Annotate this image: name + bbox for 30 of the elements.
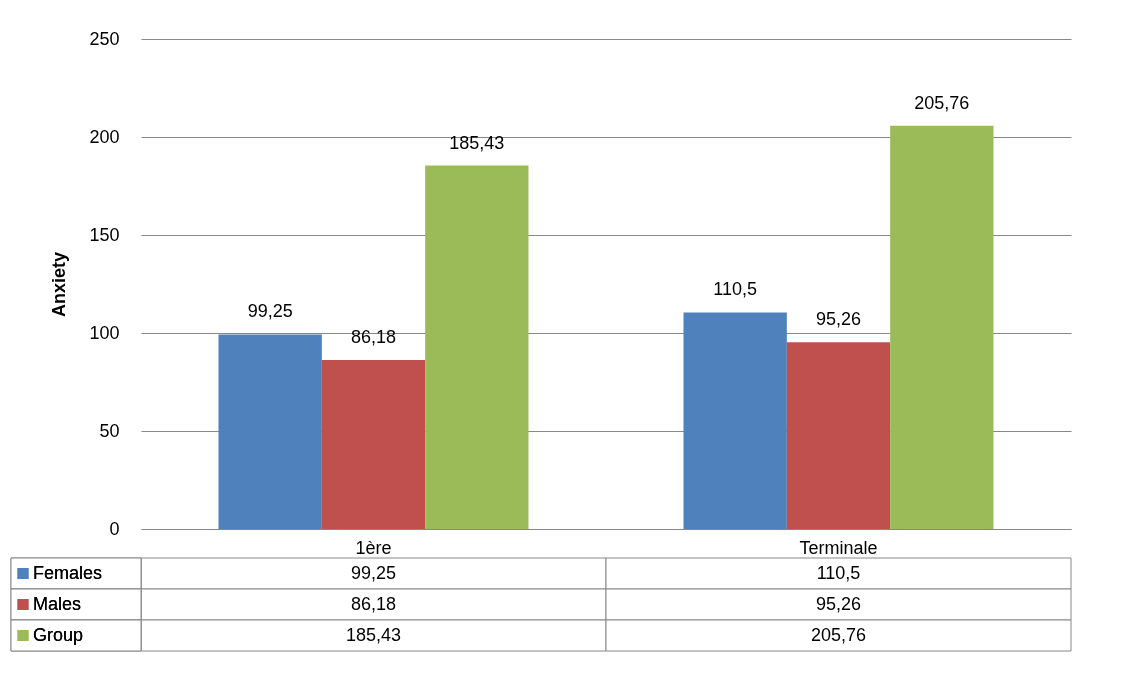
text: 95,26 — [815, 309, 862, 330]
bar — [786, 342, 891, 529]
bar — [218, 334, 322, 529]
bar — [890, 125, 994, 529]
data-label: 185,43 — [345, 624, 402, 645]
y-tick-label: 100 — [89, 322, 120, 343]
x-tick-label: 1ère — [355, 537, 392, 558]
data-label: 99,25 — [350, 562, 397, 583]
data-label: 86,18 — [350, 593, 397, 614]
y-tick-label: 250 — [89, 28, 120, 49]
x-tick-label: Terminale — [799, 537, 878, 558]
y-tick-label: 200 — [89, 126, 120, 147]
text: 205,76 — [914, 92, 970, 113]
legend-label: Group — [33, 624, 84, 645]
y-axis-title: Anxiety — [49, 251, 70, 318]
legend-label: Males — [33, 593, 82, 614]
y-tick-label: 150 — [89, 224, 120, 245]
bar — [425, 165, 529, 529]
bar — [321, 360, 426, 529]
text: 86,18 — [350, 327, 397, 348]
y-tick-label: 0 — [109, 518, 120, 539]
text: 99,25 — [247, 301, 293, 322]
bar — [683, 312, 787, 529]
text: 110,5 — [713, 279, 758, 300]
data-label: 95,26 — [815, 593, 862, 614]
data-label: 110,5 — [816, 562, 861, 583]
y-tick-label: 50 — [99, 420, 120, 441]
data-label: 205,76 — [810, 624, 867, 645]
legend-label: Females — [33, 562, 103, 583]
text: 185,43 — [449, 132, 505, 153]
